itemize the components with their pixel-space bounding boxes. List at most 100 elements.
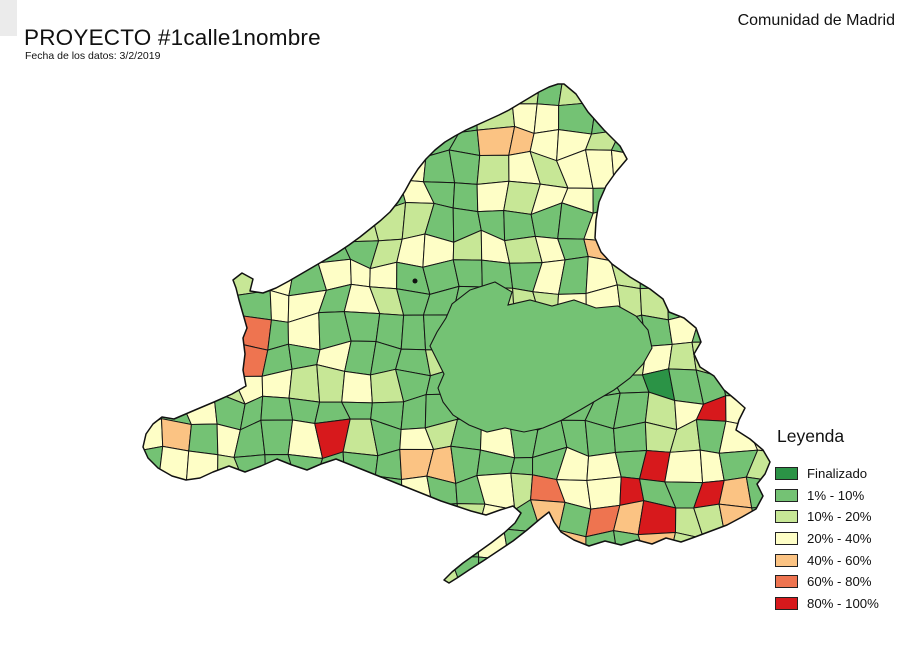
municipality-cell bbox=[98, 474, 133, 509]
municipality-cell bbox=[773, 180, 812, 215]
municipality-cell bbox=[693, 288, 732, 322]
municipality-cell bbox=[143, 557, 157, 583]
municipality-cell bbox=[44, 402, 80, 430]
municipality-cell bbox=[236, 531, 271, 560]
municipality-cell bbox=[783, 150, 812, 188]
municipality-cell bbox=[143, 96, 160, 132]
municipality-cell bbox=[143, 84, 162, 102]
municipality-cell bbox=[205, 239, 243, 270]
legend-item-green2: 10% - 20% bbox=[775, 506, 905, 528]
municipality-cell bbox=[746, 203, 770, 243]
municipality-cell bbox=[154, 482, 187, 513]
municipality-cell bbox=[160, 418, 192, 452]
municipality-cell bbox=[350, 128, 373, 151]
municipality-cell bbox=[664, 102, 700, 133]
legend-label: 20% - 40% bbox=[807, 531, 872, 547]
municipality-cell bbox=[206, 552, 238, 583]
municipality-cell bbox=[73, 318, 109, 348]
municipality-cell bbox=[76, 133, 103, 155]
municipality-cell bbox=[143, 123, 162, 156]
municipality-cell bbox=[50, 70, 77, 106]
municipality-cell bbox=[613, 206, 650, 243]
municipality-cell bbox=[76, 554, 106, 591]
municipality-cell bbox=[752, 283, 770, 321]
municipality-cell bbox=[590, 101, 622, 135]
municipality-cell bbox=[448, 149, 481, 185]
municipality-cell bbox=[721, 372, 749, 397]
municipality-cell bbox=[99, 585, 133, 617]
municipality-cell bbox=[178, 181, 213, 216]
municipality-cell bbox=[585, 529, 619, 566]
municipality-cell bbox=[315, 132, 354, 160]
municipality-cell bbox=[46, 207, 74, 239]
municipality-cell bbox=[664, 131, 701, 157]
legend-swatch-finalizado bbox=[775, 467, 798, 481]
municipality-cell bbox=[108, 342, 133, 369]
municipality-cell bbox=[235, 552, 271, 583]
municipality-cell bbox=[143, 150, 161, 178]
municipality-cell bbox=[744, 148, 770, 189]
legend-label: Finalizado bbox=[807, 466, 868, 482]
municipality-cell bbox=[290, 553, 317, 583]
municipality-cell bbox=[367, 99, 402, 130]
municipality-cell bbox=[375, 580, 401, 583]
legend-swatch-green1 bbox=[775, 488, 798, 502]
municipality-cell bbox=[154, 202, 189, 243]
municipality-cell bbox=[207, 585, 236, 618]
municipality-cell bbox=[205, 310, 244, 346]
municipality-cell bbox=[269, 123, 299, 161]
municipality-cell bbox=[99, 69, 135, 103]
legend-label: 60% - 80% bbox=[807, 574, 872, 590]
municipality-cell bbox=[507, 84, 541, 105]
municipality-cell bbox=[184, 129, 213, 157]
municipality-cell bbox=[143, 532, 157, 564]
municipality-cell bbox=[48, 259, 82, 288]
municipality-cell bbox=[344, 502, 378, 536]
municipality-cell bbox=[75, 474, 98, 510]
municipality-cell bbox=[647, 209, 674, 238]
municipality-cell bbox=[508, 587, 536, 615]
municipality-cell bbox=[241, 123, 273, 161]
legend-swatch-red bbox=[775, 596, 798, 610]
municipality-cell bbox=[775, 320, 808, 349]
municipality-cell bbox=[76, 585, 101, 614]
municipality-cell bbox=[317, 473, 346, 506]
municipality-cell bbox=[367, 553, 401, 583]
municipality-cell bbox=[697, 155, 728, 187]
municipality-cell bbox=[143, 445, 164, 484]
municipality-cell bbox=[294, 99, 323, 134]
municipality-cell bbox=[585, 84, 616, 107]
municipality-cell bbox=[746, 393, 770, 431]
municipality-cell bbox=[294, 228, 324, 266]
municipality-cell bbox=[612, 580, 645, 583]
municipality-cell bbox=[72, 342, 108, 375]
municipality-cell bbox=[296, 202, 324, 241]
municipality-cell bbox=[718, 420, 759, 454]
municipality-cell bbox=[367, 84, 402, 103]
municipality-cell bbox=[723, 530, 758, 561]
municipality-cell bbox=[315, 202, 347, 243]
municipality-cell bbox=[638, 94, 666, 133]
municipality-cell bbox=[105, 176, 137, 208]
municipality-cell bbox=[568, 591, 593, 619]
municipality-cell bbox=[643, 554, 670, 583]
municipality-cell bbox=[232, 289, 272, 321]
legend-item-yellow: 20% - 40% bbox=[775, 528, 905, 550]
municipality-cell bbox=[143, 283, 163, 315]
municipality-cell bbox=[592, 187, 617, 214]
municipality-cell bbox=[692, 230, 729, 270]
municipality-cell bbox=[99, 150, 129, 186]
municipality-cell bbox=[315, 149, 354, 180]
municipality-cell bbox=[205, 292, 239, 316]
municipality-cell bbox=[691, 84, 729, 104]
municipality-cell bbox=[53, 122, 81, 155]
municipality-cell bbox=[431, 503, 461, 537]
municipality-cell bbox=[48, 152, 82, 185]
municipality-cell bbox=[717, 181, 752, 209]
municipality-cell bbox=[178, 84, 214, 105]
municipality-cell bbox=[179, 99, 213, 132]
municipality-cell bbox=[209, 99, 243, 135]
municipality-cell bbox=[157, 445, 190, 485]
legend-label: 10% - 20% bbox=[807, 509, 872, 525]
legend-label: 40% - 60% bbox=[807, 552, 872, 568]
